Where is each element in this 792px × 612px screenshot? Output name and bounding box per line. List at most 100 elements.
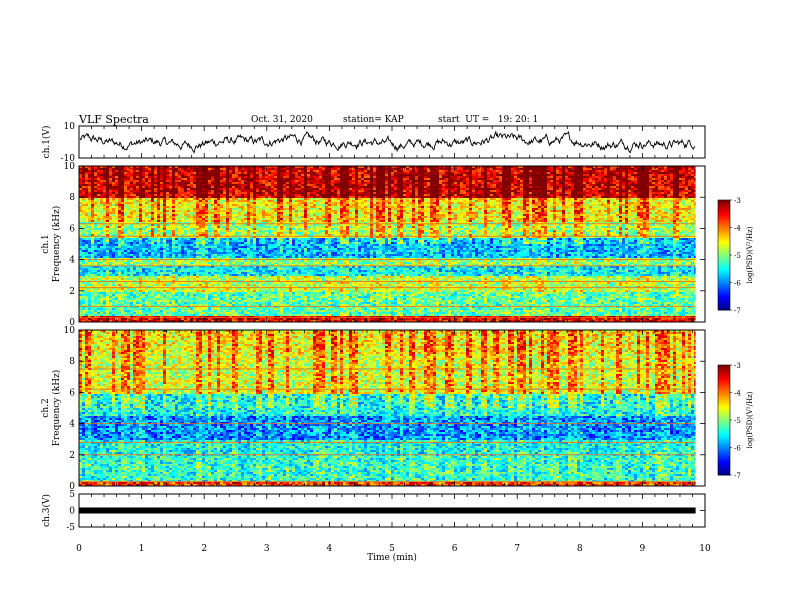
spectrogram-cell — [91, 288, 94, 290]
spectrogram-cell — [82, 230, 85, 232]
spectrogram-cell — [91, 194, 94, 196]
spectrogram-cell — [94, 190, 97, 192]
spectrogram-cell — [88, 202, 91, 204]
spectrogram-cell — [85, 276, 88, 278]
spectrogram-cell — [85, 198, 88, 200]
spectrogram-cell — [82, 186, 85, 188]
spectrogram-cell — [94, 214, 97, 216]
spectrogram-cell — [88, 204, 91, 206]
spectrogram-cell — [88, 168, 91, 170]
spectrogram-cell — [85, 260, 88, 262]
spectrogram-cell — [85, 238, 88, 240]
spectrogram-cell — [94, 198, 97, 200]
spectrogram-cell — [85, 268, 88, 270]
spectrogram-cell — [97, 202, 100, 204]
spectrogram-cell — [82, 304, 85, 306]
spectrogram-cell — [97, 224, 100, 226]
spectrogram-cell — [94, 220, 97, 222]
ch1-waveform-panel: 10-10ch.1(V) — [41, 122, 705, 164]
spectrogram-cell — [82, 256, 85, 258]
spectrogram-cell — [88, 246, 91, 248]
spectrogram-cell — [91, 230, 94, 232]
spectrogram-cell — [88, 220, 91, 222]
y-tick-label: 10 — [64, 122, 76, 132]
spectrogram-cell — [94, 246, 97, 248]
spectrogram-cell — [88, 270, 91, 272]
spectrogram-cell — [85, 216, 88, 218]
spectrogram-cell — [91, 192, 94, 194]
spectrogram-cell — [88, 212, 91, 214]
spectrogram-cells — [79, 166, 697, 322]
spectrogram-cell — [88, 304, 91, 306]
spectrogram-cell — [88, 294, 91, 296]
spectrogram-cell — [91, 244, 94, 246]
spectrogram-cell — [94, 226, 97, 228]
spectrogram-cell — [82, 254, 85, 256]
spectrogram-cell — [91, 220, 94, 222]
spectrogram-cell — [85, 192, 88, 194]
spectrogram-cell — [88, 172, 91, 174]
spectrogram-cell — [97, 170, 100, 172]
spectrogram-cell — [97, 244, 100, 246]
spectrogram-cell — [91, 252, 94, 254]
spectrogram-cell — [82, 296, 85, 298]
spectrogram-cell — [91, 308, 94, 310]
spectrogram-cell — [85, 240, 88, 242]
spectrogram-cell — [94, 300, 97, 302]
spectrogram-cell — [94, 172, 97, 174]
spectrogram-cell — [82, 198, 85, 200]
spectrogram-cell — [97, 220, 100, 222]
spectrogram-cell — [82, 310, 85, 312]
spectrogram-cell — [91, 226, 94, 228]
spectrogram-cell — [88, 198, 91, 200]
spectrogram-cell — [82, 288, 85, 290]
spectrogram-cell — [82, 170, 85, 172]
spectrogram-cell — [97, 174, 100, 176]
spectrogram-cell — [85, 184, 88, 186]
spectrogram-cell — [85, 220, 88, 222]
spectrogram-cell — [82, 274, 85, 276]
spectrogram-cell — [82, 220, 85, 222]
spectrogram-cell — [88, 186, 91, 188]
spectrogram-cell — [91, 204, 94, 206]
spectrogram-cell — [97, 208, 100, 210]
spectrogram-cell — [91, 224, 94, 226]
spectrogram-cell — [85, 190, 88, 192]
spectrogram-cell — [82, 262, 85, 264]
spectrogram-cell — [97, 238, 100, 240]
spectrogram-cell — [97, 230, 100, 232]
spectrogram-cell — [91, 274, 94, 276]
spectrogram-cell — [82, 224, 85, 226]
spectrogram-cell — [88, 290, 91, 292]
spectrogram-cell — [85, 212, 88, 214]
spectrogram-cell — [82, 308, 85, 310]
spectrogram-cell — [82, 276, 85, 278]
spectrogram-cell — [97, 270, 100, 272]
spectrogram-cell — [82, 238, 85, 240]
spectrogram-cell — [94, 208, 97, 210]
spectrogram-cell — [82, 212, 85, 214]
spectrogram-cell — [82, 208, 85, 210]
spectrogram-cell — [91, 216, 94, 218]
spectrogram-cell — [94, 304, 97, 306]
spectrogram-cell — [91, 198, 94, 200]
spectrogram-cell — [91, 212, 94, 214]
spectrogram-cell — [97, 242, 100, 244]
spectrogram-cell — [88, 224, 91, 226]
spectrogram-cell — [94, 216, 97, 218]
spectrogram-cell — [88, 210, 91, 212]
spectrogram-cell — [82, 188, 85, 190]
spectrogram-cell — [94, 238, 97, 240]
spectrogram-cell — [82, 292, 85, 294]
spectrogram-cell — [94, 294, 97, 296]
spectrogram-cell — [82, 250, 85, 252]
spectrogram-cell — [94, 224, 97, 226]
spectrogram-cell — [88, 272, 91, 274]
spectrogram-cell — [88, 232, 91, 234]
spectrogram-cell — [88, 194, 91, 196]
spectrogram-cell — [85, 246, 88, 248]
spectrogram-cell — [97, 240, 100, 242]
spectrogram-cell — [82, 300, 85, 302]
spectrogram-cell — [85, 210, 88, 212]
spectrogram-cell — [88, 274, 91, 276]
